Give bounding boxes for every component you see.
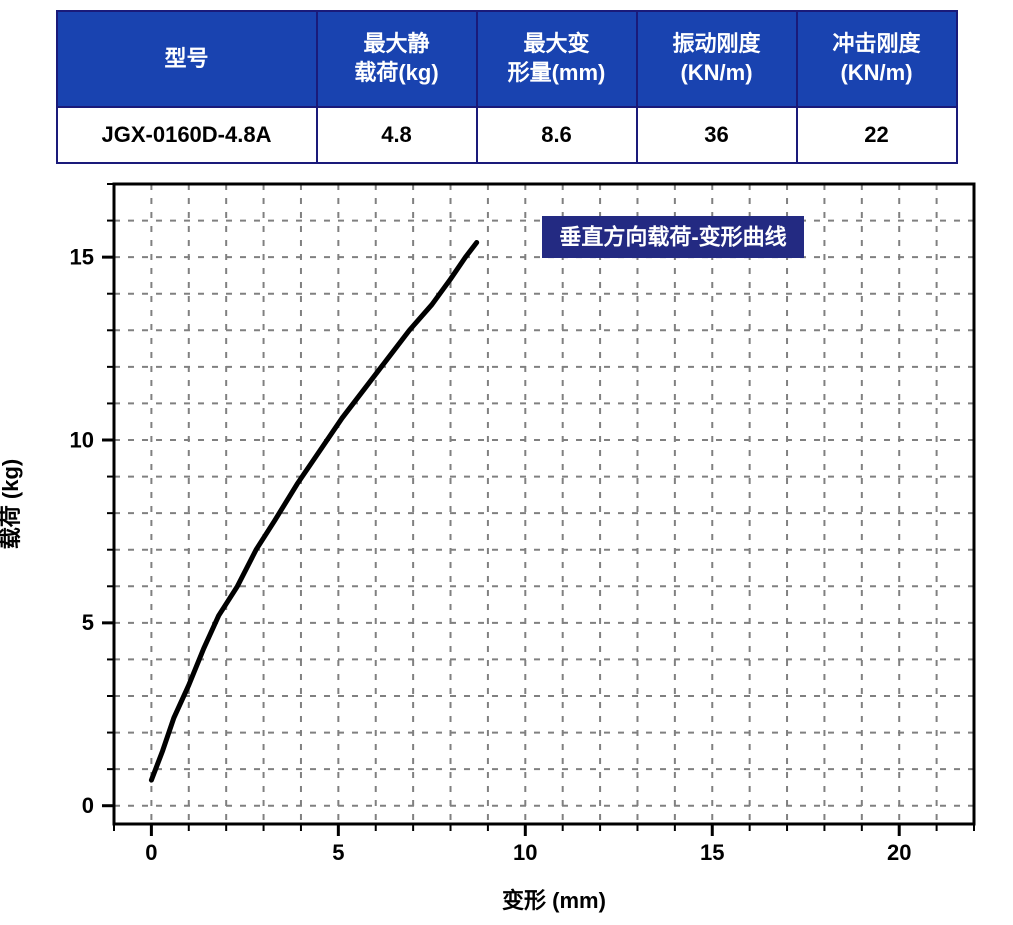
table-cell: 4.8 [317,107,477,163]
plot-bg [114,184,974,824]
table-cell: 22 [797,107,957,163]
col-header-0: 型号 [57,11,317,107]
x-tick-label: 10 [513,840,537,865]
x-tick-label: 20 [887,840,911,865]
x-tick-label: 0 [145,840,157,865]
y-axis-label: 载荷 (kg) [0,459,25,549]
chart-container: 载荷 (kg) 05101520051015垂直方向载荷-变形曲线 变形 (mm… [19,174,994,915]
col-header-1: 最大静载荷(kg) [317,11,477,107]
load-deflection-chart: 0 5 10 15 20 0 5 10 15 垂直方向载荷-变形曲线 [19,174,994,879]
legend-text: 垂直方向载荷-变形曲线 [559,224,786,249]
x-axis: 0 5 10 15 20 [114,824,974,865]
x-tick-label: 15 [700,840,724,865]
y-tick-label: 5 [82,610,94,635]
x-tick-label: 5 [332,840,344,865]
y-tick-label: 10 [70,427,94,452]
col-header-3: 振动刚度(KN/m) [637,11,797,107]
x-axis-label: 变形 (mm) [19,883,994,915]
table-cell: 36 [637,107,797,163]
y-tick-label: 15 [70,244,94,269]
col-header-4: 冲击刚度(KN/m) [797,11,957,107]
y-tick-label: 0 [82,793,94,818]
spec-table: 型号最大静载荷(kg)最大变形量(mm)振动刚度(KN/m)冲击刚度(KN/m)… [56,10,958,164]
y-axis: 0 5 10 15 [70,184,114,818]
col-header-2: 最大变形量(mm) [477,11,637,107]
table-cell: JGX-0160D-4.8A [57,107,317,163]
table-cell: 8.6 [477,107,637,163]
legend: 垂直方向载荷-变形曲线 [542,216,804,258]
spec-table-header-row: 型号最大静载荷(kg)最大变形量(mm)振动刚度(KN/m)冲击刚度(KN/m) [57,11,957,107]
table-row: JGX-0160D-4.8A4.88.63622 [57,107,957,163]
